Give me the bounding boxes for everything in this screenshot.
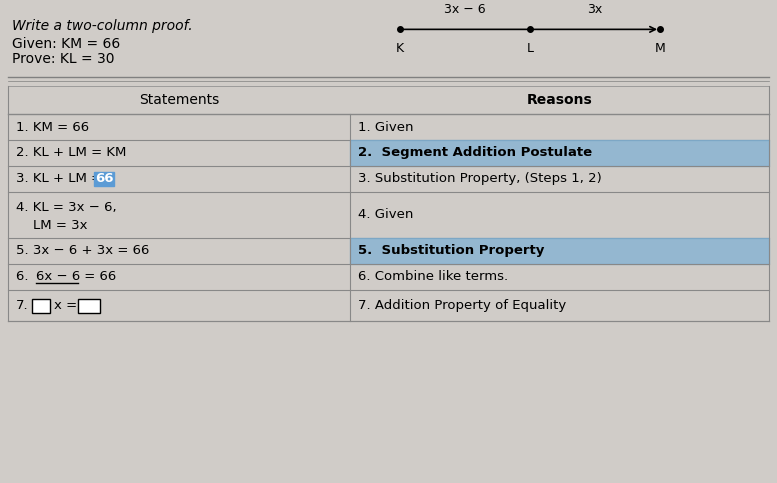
Bar	[8, 166, 769, 192]
Text: K: K	[396, 43, 404, 56]
Bar	[78, 298, 100, 313]
Text: 3x − 6: 3x − 6	[444, 3, 486, 16]
Text: 2.  Segment Addition Postulate: 2. Segment Addition Postulate	[358, 146, 593, 159]
Text: Prove: KL = 30: Prove: KL = 30	[12, 52, 114, 66]
Bar	[32, 298, 50, 313]
Text: Reasons: Reasons	[527, 93, 593, 107]
Text: 2. KL + LM = KM: 2. KL + LM = KM	[16, 146, 127, 159]
Text: 3x: 3x	[587, 3, 603, 16]
Text: Statements: Statements	[139, 93, 219, 107]
Text: 6. Combine like terms.: 6. Combine like terms.	[358, 270, 509, 283]
Text: Given: KM = 66: Given: KM = 66	[12, 37, 120, 51]
Bar	[8, 114, 769, 140]
Text: 4. Given: 4. Given	[358, 208, 414, 221]
Text: 7.: 7.	[16, 299, 29, 312]
Text: 1. Given: 1. Given	[358, 121, 414, 134]
Text: 3. KL + LM =: 3. KL + LM =	[16, 172, 106, 185]
Text: LM = 3x: LM = 3x	[16, 219, 88, 232]
Bar	[350, 238, 769, 264]
Text: = 66: = 66	[80, 270, 117, 283]
Bar	[8, 192, 769, 238]
Text: Write a two-column proof.: Write a two-column proof.	[12, 19, 193, 33]
Text: x =: x =	[54, 299, 77, 312]
Bar	[8, 290, 769, 322]
Text: 3. Substitution Property, (Steps 1, 2): 3. Substitution Property, (Steps 1, 2)	[358, 172, 602, 185]
Text: 7. Addition Property of Equality: 7. Addition Property of Equality	[358, 299, 566, 312]
Bar	[94, 172, 114, 186]
Text: 66: 66	[95, 172, 113, 185]
Text: 4. KL = 3x − 6,: 4. KL = 3x − 6,	[16, 201, 117, 214]
Text: 6x − 6: 6x − 6	[36, 270, 80, 283]
Text: 6.: 6.	[16, 270, 37, 283]
Text: 5. 3x − 6 + 3x = 66: 5. 3x − 6 + 3x = 66	[16, 244, 149, 257]
Bar	[350, 140, 769, 166]
Bar	[8, 264, 769, 290]
Text: 1. KM = 66: 1. KM = 66	[16, 121, 89, 134]
Text: M: M	[655, 43, 665, 56]
Text: L: L	[527, 43, 534, 56]
Bar	[8, 86, 769, 114]
Text: 5.  Substitution Property: 5. Substitution Property	[358, 244, 545, 257]
Bar	[8, 140, 769, 166]
Bar	[8, 238, 769, 264]
